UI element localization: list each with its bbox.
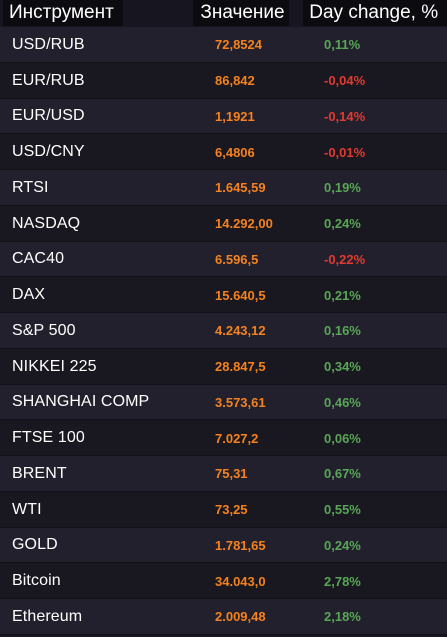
instrument-value: 6,4806 (215, 144, 255, 160)
day-change: 0,24% (324, 537, 361, 553)
table-row[interactable]: Bitcoin 34.043,0 2,78% (0, 563, 447, 599)
instrument-name: USD/CNY (12, 143, 85, 161)
instrument-value: 1,1921 (215, 108, 255, 124)
instrument-value: 15.640,5 (215, 287, 266, 303)
instrument-value: 86,842 (215, 73, 255, 89)
day-change: -0,14% (324, 108, 366, 124)
table-row[interactable]: WTI 73,25 0,55% (0, 491, 447, 528)
instrument-name: S&P 500 (12, 321, 76, 339)
table-row[interactable]: CAC40 6.596,5 -0,22% (0, 241, 447, 278)
table-row[interactable]: S&P 500 4.243,12 0,16% (0, 313, 447, 349)
day-change: 0,11% (324, 37, 361, 53)
table-row[interactable]: EUR/RUB 86,842 -0,04% (0, 62, 447, 99)
column-header-day-change: Day change, % (303, 0, 447, 26)
instrument-name: NIKKEI 225 (12, 357, 97, 375)
instrument-value: 1.781,65 (215, 537, 266, 553)
table-row[interactable]: NIKKEI 225 28.847,5 0,34% (0, 348, 447, 385)
day-change: 0,55% (324, 502, 361, 518)
instrument-name: NASDAQ (12, 214, 81, 232)
table-header: Инструмент Значение Day change, % (0, 0, 447, 26)
instrument-name: EUR/RUB (12, 71, 85, 89)
day-change: 0,19% (324, 180, 361, 196)
instrument-name: BRENT (12, 464, 67, 482)
instrument-name: USD/RUB (12, 35, 85, 53)
table-row[interactable]: FTSE 100 7.027,2 0,06% (0, 420, 447, 456)
instrument-name: FTSE 100 (12, 429, 85, 447)
instrument-value: 14.292,00 (215, 216, 273, 232)
instrument-name: DAX (12, 286, 46, 304)
instrument-name: GOLD (12, 536, 58, 554)
column-header-value: Значение (193, 0, 290, 26)
day-change: 2,78% (324, 573, 361, 589)
quotes-table-body: USD/RUB 72,8524 0,11% EUR/RUB 86,842 -0,… (0, 27, 447, 635)
table-row[interactable]: BRENT 75,31 0,67% (0, 456, 447, 492)
table-row[interactable]: RTSI 1.645,59 0,19% (0, 170, 447, 206)
instrument-value: 2.009,48 (215, 609, 266, 625)
day-change: 0,06% (324, 430, 361, 446)
instrument-name: EUR/USD (12, 107, 85, 125)
instrument-value: 72,8524 (215, 37, 262, 53)
day-change: 2,18% (324, 609, 361, 625)
column-header-instrument: Инструмент (3, 0, 124, 26)
instrument-value: 6.596,5 (215, 251, 259, 267)
day-change: 0,46% (324, 394, 361, 410)
instrument-name: WTI (12, 500, 42, 518)
day-change: 0,16% (324, 323, 361, 339)
table-row[interactable]: Ethereum 2.009,48 2,18% (0, 599, 447, 635)
instrument-name: Ethereum (12, 607, 83, 625)
day-change: 0,34% (324, 359, 361, 375)
instrument-value: 1.645,59 (215, 180, 266, 196)
table-row[interactable]: EUR/USD 1,1921 -0,14% (0, 98, 447, 135)
day-change: 0,24% (324, 216, 361, 232)
table-row[interactable]: GOLD 1.781,65 0,24% (0, 527, 447, 564)
table-row[interactable]: USD/CNY 6,4806 -0,01% (0, 134, 447, 170)
instrument-value: 75,31 (215, 466, 248, 482)
instrument-value: 28.847,5 (215, 359, 266, 375)
instrument-name: SHANGHAI COMP (12, 393, 150, 411)
instrument-name: CAC40 (12, 250, 65, 268)
instrument-value: 3.573,61 (215, 394, 266, 410)
day-change: -0,04% (324, 73, 366, 89)
instrument-name: RTSI (12, 178, 49, 196)
instrument-value: 34.043,0 (215, 573, 266, 589)
instrument-value: 73,25 (215, 502, 248, 518)
instrument-value: 4.243,12 (215, 323, 266, 339)
table-row[interactable]: USD/RUB 72,8524 0,11% (0, 27, 447, 63)
day-change: -0,01% (324, 144, 366, 160)
table-row[interactable]: DAX 15.640,5 0,21% (0, 277, 447, 313)
instrument-value: 7.027,2 (215, 430, 259, 446)
instrument-name: Bitcoin (12, 572, 61, 590)
table-row[interactable]: NASDAQ 14.292,00 0,24% (0, 205, 447, 242)
day-change: 0,67% (324, 466, 361, 482)
table-row[interactable]: SHANGHAI COMP 3.573,61 0,46% (0, 384, 447, 421)
day-change: 0,21% (324, 287, 361, 303)
day-change: -0,22% (324, 251, 366, 267)
